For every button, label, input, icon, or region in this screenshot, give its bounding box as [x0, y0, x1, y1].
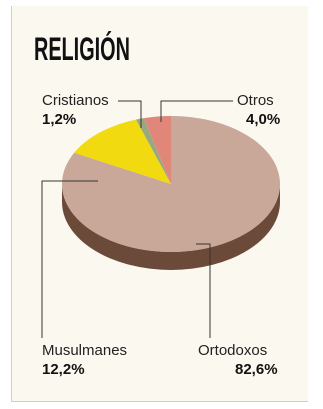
- chart-title: RELIGIÓN: [34, 31, 130, 67]
- leader-otros: [160, 100, 233, 122]
- slice-ortodoxos: [61, 116, 280, 252]
- leader-ortodoxos: [196, 243, 211, 338]
- label-otros: Otros: [237, 92, 274, 109]
- label-musulmanes: Musulmanes: [42, 342, 128, 359]
- label-ortodoxos: Ortodoxos: [198, 342, 268, 359]
- pct-otros: 4,0%: [246, 111, 281, 128]
- leader-cristianos: [118, 100, 142, 128]
- pct-cristianos: 1,2%: [42, 111, 77, 128]
- leader-musulmanes: [41, 180, 98, 338]
- pct-musulmanes: 12,2%: [42, 361, 85, 378]
- label-cristianos: Cristianos: [42, 92, 109, 109]
- slice-otros: [143, 116, 171, 184]
- pct-ortodoxos: 82,6%: [235, 361, 278, 378]
- slice-musulmanes: [74, 119, 171, 184]
- slice-ortodoxos-side: [62, 184, 280, 270]
- slice-cristianos: [136, 118, 171, 184]
